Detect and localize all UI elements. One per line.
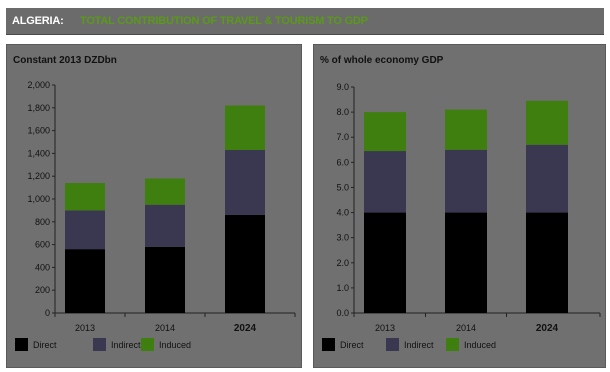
y-tick-label: 8.0 <box>336 107 349 117</box>
bar-indirect-2014 <box>145 204 185 247</box>
y-tick-label: 1,600 <box>27 126 50 136</box>
y-tick-label: 400 <box>35 262 50 272</box>
y-tick-label: 600 <box>35 240 50 250</box>
legend-swatch-induced <box>446 338 459 351</box>
y-tick-label: 3.0 <box>336 233 349 243</box>
legend-label-direct: Direct <box>33 340 57 350</box>
y-tick-label: 1.0 <box>336 283 349 293</box>
legend-label-indirect: Indirect <box>111 340 141 350</box>
bar-induced-2014 <box>445 109 487 150</box>
y-tick-label: 2.0 <box>336 258 349 268</box>
bar-indirect-2013 <box>364 151 406 213</box>
y-tick-label: 1,000 <box>27 194 50 204</box>
legend-label-induced: Induced <box>464 340 496 350</box>
bar-indirect-2024 <box>225 149 265 215</box>
x-tick-label: 2024 <box>536 323 559 334</box>
y-tick-label: 6.0 <box>336 157 349 167</box>
legend-swatch-direct <box>15 338 28 351</box>
bar-induced-2024 <box>225 105 265 150</box>
bar-direct-2013 <box>65 249 105 313</box>
legend-swatch-direct <box>322 338 335 351</box>
figure-title-bar: ALGERIA: TOTAL CONTRIBUTION OF TRAVEL & … <box>6 8 604 35</box>
y-tick-label: 800 <box>35 217 50 227</box>
y-tick-label: 4.0 <box>336 208 349 218</box>
bar-indirect-2013 <box>65 210 105 250</box>
bar-direct-2013 <box>364 212 406 313</box>
legend-swatch-indirect <box>386 338 399 351</box>
legend-label-indirect: Indirect <box>404 340 434 350</box>
bar-indirect-2024 <box>526 144 568 213</box>
y-tick-label: 1,800 <box>27 103 50 113</box>
y-tick-label: 1,400 <box>27 148 50 158</box>
bar-indirect-2014 <box>445 149 487 213</box>
bar-direct-2014 <box>445 212 487 313</box>
y-tick-label: 0.0 <box>336 308 349 318</box>
x-tick-label: 2024 <box>234 323 257 334</box>
bar-direct-2014 <box>145 246 185 313</box>
bar-induced-2024 <box>526 100 568 145</box>
x-tick-label: 2013 <box>75 323 95 333</box>
chart-title-dzdbn: Constant 2013 DZDbn <box>13 55 117 66</box>
legend-label-direct: Direct <box>340 340 364 350</box>
y-tick-label: 200 <box>35 285 50 295</box>
y-tick-label: 5.0 <box>336 182 349 192</box>
chart-panel-dzdbn: Constant 2013 DZDbn 0 200 400 600 800 1,000 1,… <box>6 44 302 368</box>
bar-induced-2014 <box>145 178 185 205</box>
bar-direct-2024 <box>526 212 568 313</box>
chart-panel-gdp-share: % of whole economy GDP 0.0 1.0 2.0 3.0 4.0 5.… <box>313 44 606 368</box>
y-tick-label: 1,200 <box>27 171 50 181</box>
bar-direct-2024 <box>225 214 265 313</box>
chart-gdp-share: 0.0 1.0 2.0 3.0 4.0 5.0 6.0 7.0 8.0 9.0 2013 2014 20… <box>322 82 601 351</box>
y-tick-label: 2,000 <box>27 80 50 90</box>
chart-title-gdp-share: % of whole economy GDP <box>320 55 444 66</box>
bar-induced-2013 <box>65 183 105 211</box>
x-tick-label: 2014 <box>155 323 175 333</box>
country-label: ALGERIA: <box>12 15 64 27</box>
x-tick-label: 2014 <box>456 323 476 333</box>
x-tick-label: 2013 <box>375 323 395 333</box>
figure-title: TOTAL CONTRIBUTION OF TRAVEL & TOURISM T… <box>80 15 368 27</box>
y-tick-label: 9.0 <box>336 82 349 92</box>
y-tick-label: 7.0 <box>336 132 349 142</box>
legend-swatch-induced <box>141 338 154 351</box>
legend-swatch-indirect <box>93 338 106 351</box>
bar-induced-2013 <box>364 112 406 152</box>
chart-dzdbn: 0 200 400 600 800 1,000 1,200 1,400 1,600 1,800 2,… <box>15 80 296 351</box>
y-tick-label: 0 <box>45 308 50 318</box>
legend-label-induced: Induced <box>159 340 191 350</box>
